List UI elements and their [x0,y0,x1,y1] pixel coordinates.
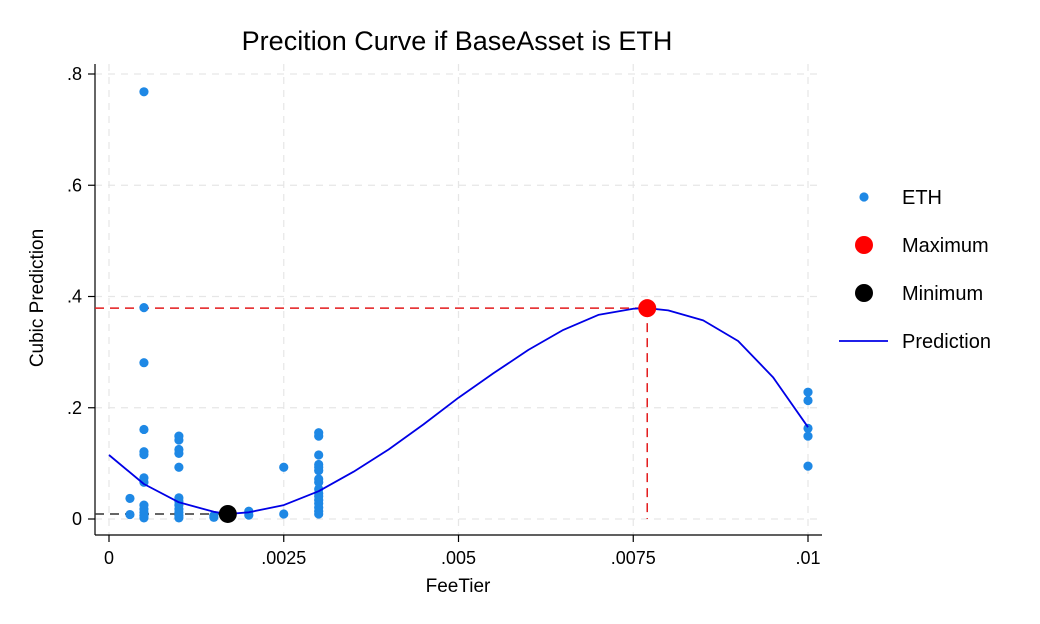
data-point [279,462,289,472]
grid [95,64,822,535]
x-tick-label: .01 [795,548,820,568]
legend-label: Prediction [902,331,991,353]
data-point [125,509,135,520]
legend: ETH Maximum Minimum Prediction [839,187,991,353]
chart-title: Precition Curve if BaseAsset is ETH [242,26,673,56]
data-point [139,303,149,313]
x-tick-label: .0075 [611,548,656,568]
data-point [139,449,149,460]
x-tick-label: .0025 [261,548,306,568]
data-point [139,424,149,435]
data-point [139,513,149,523]
data-point [803,387,813,397]
legend-item: ETH [859,187,942,209]
legend-label: ETH [902,187,942,209]
data-point [803,461,813,471]
x-tick-label: .005 [441,548,476,568]
data-point [174,462,184,472]
data-point [139,87,149,97]
legend-item: Minimum [855,283,983,305]
legend-label: Minimum [902,283,983,305]
data-point [174,448,184,458]
data-point [314,477,324,487]
data-point [209,512,219,522]
data-point [279,509,289,519]
y-tick-label: .2 [67,398,82,418]
y-axis-title: Cubic Prediction [27,229,48,367]
y-tick-label: .6 [67,175,82,195]
data-point [803,423,813,433]
x-ticks: 0 .0025 .005 .0075 .01 [104,535,821,568]
legend-symbol [855,284,873,302]
minimum-marker [218,504,237,523]
x-axis-title: FeeTier [426,576,491,597]
x-tick-label: 0 [104,548,114,568]
y-tick-label: .4 [67,287,82,307]
legend-symbol [855,236,873,254]
y-tick-label: .8 [67,64,82,84]
legend-item: Prediction [839,331,991,353]
y-ticks: 0 .2 .4 .6 .8 [67,64,95,529]
legend-label: Maximum [902,235,989,257]
data-point [174,435,184,445]
reference-lines [95,307,648,519]
legend-item: Maximum [855,235,989,257]
data-point [314,466,324,476]
extreme-markers [218,299,657,523]
data-point [803,395,813,406]
data-point [314,509,324,519]
data-point [803,431,813,441]
data-point [314,431,324,441]
legend-symbol [859,192,869,202]
data-point [125,493,135,504]
scatter-points [125,87,813,523]
maximum-marker [638,299,657,318]
data-point [139,358,149,368]
data-point [174,513,184,523]
y-tick-label: 0 [72,509,82,529]
data-point [314,450,324,460]
